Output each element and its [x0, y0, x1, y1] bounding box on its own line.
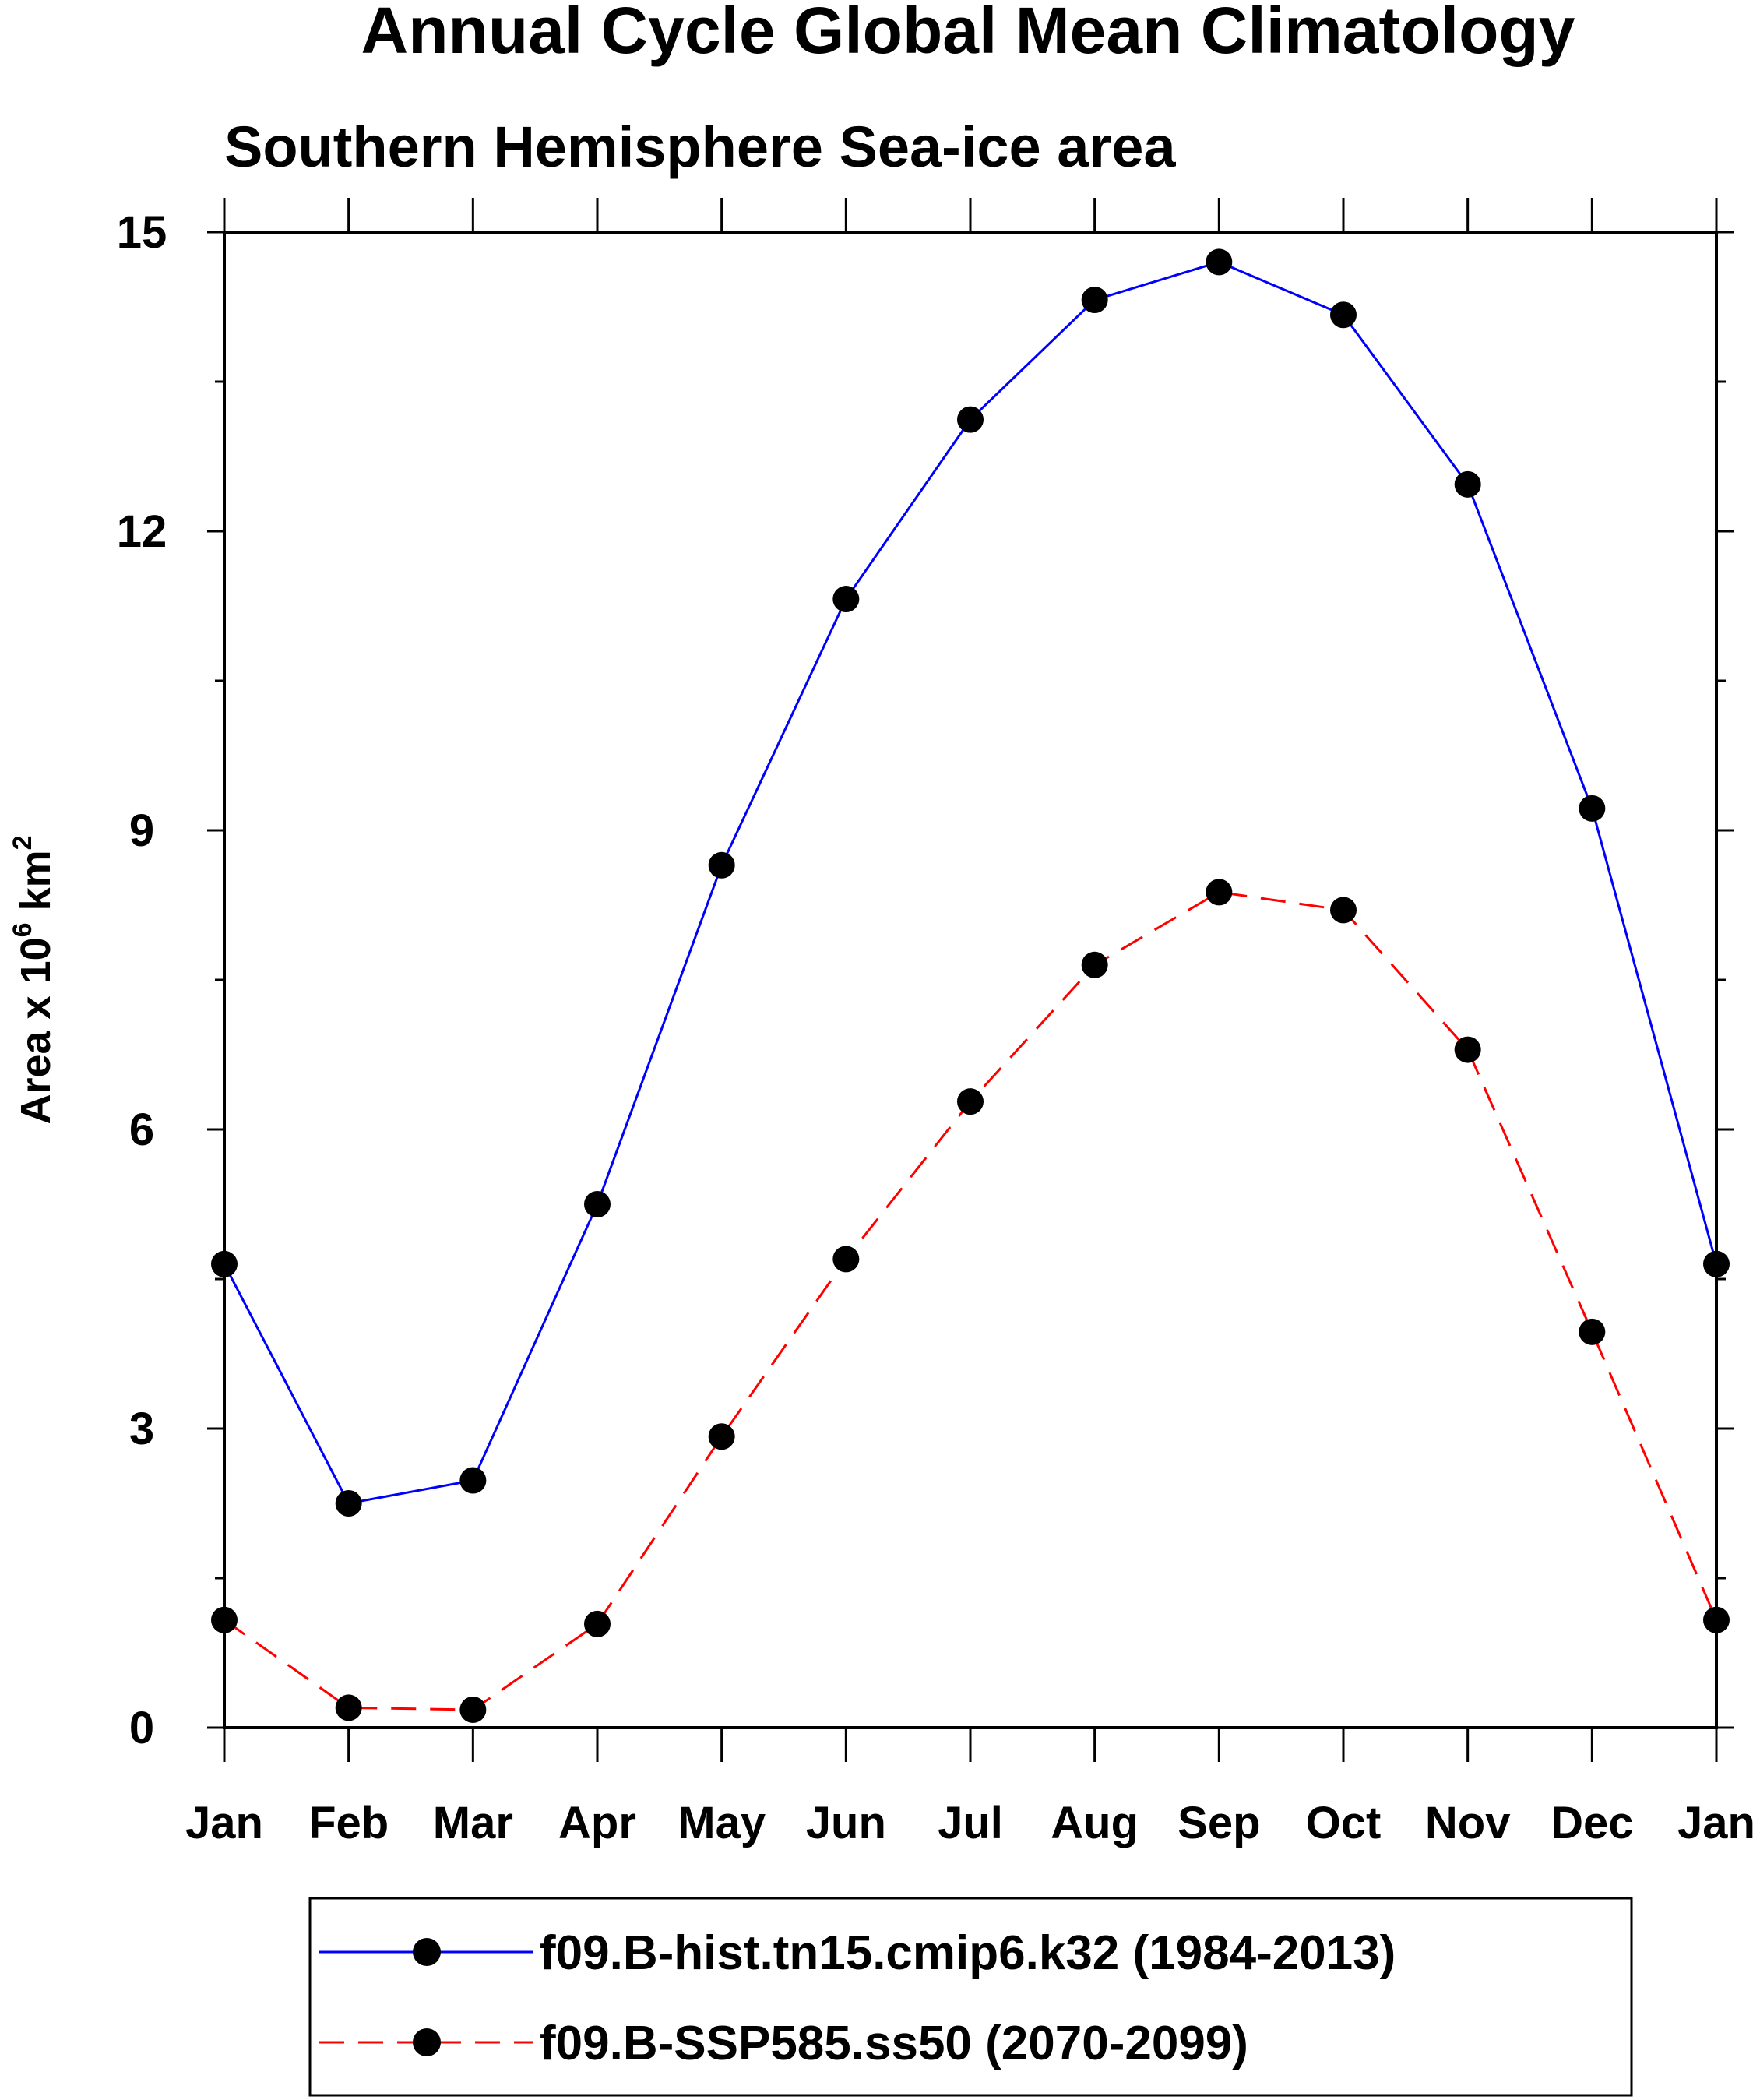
x-tick-label: May: [678, 1798, 766, 1848]
x-tick-label: Jun: [806, 1798, 886, 1848]
data-point: [957, 406, 984, 433]
y-tick-label: 15: [117, 207, 167, 258]
data-point: [1703, 1250, 1730, 1277]
y-axis-label-base: Area x 10: [12, 937, 59, 1124]
y-axis-label: Area x 106 km2: [8, 835, 59, 1124]
x-tick-label: Feb: [308, 1798, 389, 1848]
y-axis-label-exponent-2: 2: [8, 835, 37, 850]
series-line: [223, 260, 1718, 1505]
legend-marker-ssp585: [413, 2028, 441, 2056]
x-tick-label: Nov: [1425, 1798, 1511, 1848]
y-axis-ticks: [207, 231, 1734, 1729]
y-tick-label: 6: [129, 1105, 154, 1155]
x-tick-label: Aug: [1051, 1798, 1139, 1848]
x-tick-label: Jul: [938, 1798, 1003, 1848]
y-tick-label: 0: [129, 1703, 154, 1753]
data-point: [459, 1696, 487, 1723]
data-point: [708, 851, 735, 879]
series-0: [211, 248, 1730, 1517]
data-point: [584, 1191, 611, 1217]
data-point: [211, 1606, 238, 1633]
legend-box: [308, 1897, 1633, 2097]
data-point: [1579, 1318, 1606, 1345]
legend-label-ssp585: f09.B-SSP585.ss50 (2070-2099): [540, 2017, 1248, 2070]
series-layer: [211, 248, 1730, 1723]
y-tick-label: 9: [129, 805, 154, 856]
chart-subtitle: Southern Hemisphere Sea-ice area: [224, 115, 1176, 179]
x-axis-tick-labels: Jan Feb Mar Apr May Jun Jul Aug Sep Oct Nov Dec Jan: [185, 1798, 1755, 1848]
data-point: [1454, 1036, 1481, 1063]
data-point: [1081, 287, 1108, 314]
y-axis-label-unit: km: [12, 850, 59, 922]
series-line: [224, 890, 1718, 1711]
data-point: [1330, 301, 1357, 329]
y-axis-tick-labels: 0 3 6 9 12 15: [117, 207, 167, 1753]
x-axis-ticks: [223, 198, 1718, 1762]
x-tick-label: Mar: [433, 1798, 513, 1848]
legend: f09.B-hist.tn15.cmip6.k32 (1984-2013) f0…: [308, 1897, 1633, 2097]
data-point: [832, 586, 860, 613]
data-point: [335, 1694, 362, 1721]
plot-frame: [223, 231, 1718, 1729]
x-tick-label: Apr: [558, 1798, 636, 1848]
legend-label-hist: f09.B-hist.tn15.cmip6.k32 (1984-2013): [540, 1926, 1396, 1980]
y-tick-label: 12: [117, 506, 167, 557]
data-point: [1579, 795, 1606, 822]
y-tick-label: 3: [129, 1404, 154, 1454]
data-point: [1206, 248, 1233, 276]
data-point: [1330, 897, 1357, 924]
x-tick-label: Dec: [1551, 1798, 1633, 1848]
x-tick-label: Jan: [1677, 1798, 1755, 1848]
y-axis-label-exponent-1: 6: [8, 922, 37, 937]
chart-title: Annual Cycle Global Mean Climatology: [361, 0, 1575, 67]
data-point: [1454, 470, 1481, 498]
data-point: [832, 1246, 860, 1273]
data-point: [1703, 1606, 1730, 1633]
data-point: [584, 1610, 611, 1637]
data-point: [211, 1250, 238, 1277]
data-point: [335, 1490, 362, 1517]
x-tick-label: Oct: [1306, 1798, 1382, 1848]
x-tick-label: Jan: [185, 1798, 263, 1848]
x-tick-label: Sep: [1177, 1798, 1260, 1848]
data-point: [957, 1088, 984, 1115]
legend-marker-hist: [413, 1938, 441, 1966]
data-point: [1206, 879, 1233, 906]
data-point: [459, 1467, 487, 1494]
series-1: [211, 879, 1730, 1723]
data-point: [708, 1423, 735, 1450]
data-point: [1081, 951, 1108, 978]
